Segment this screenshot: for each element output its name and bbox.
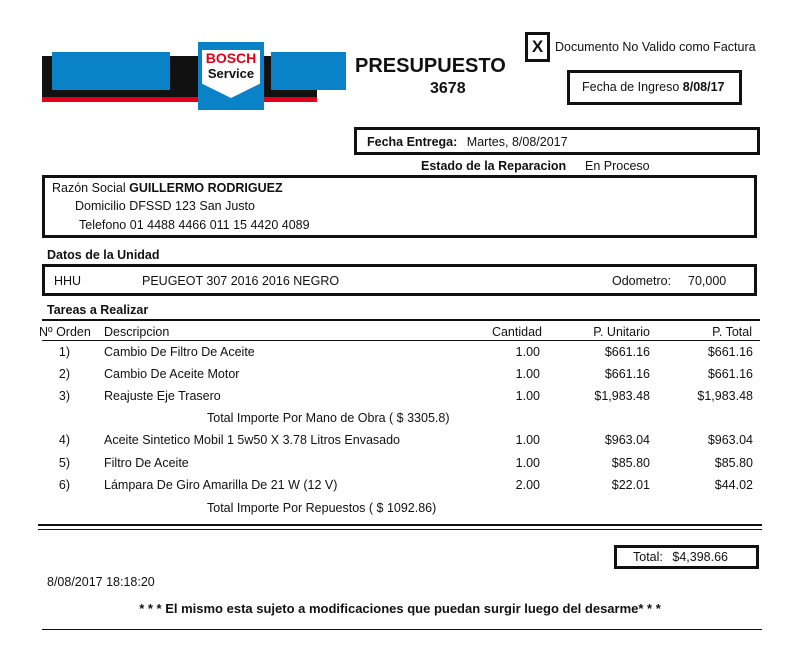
- footer-note: * * * El mismo esta sujeto a modificacio…: [139, 601, 661, 616]
- col-orden: Nº Orden: [39, 325, 91, 339]
- row-total: $85.80: [714, 456, 753, 470]
- col-descripcion: Descripcion: [104, 325, 170, 339]
- col-total: P. Total: [712, 325, 752, 339]
- tareas-title: Tareas a Realizar: [47, 303, 149, 317]
- row-total: $963.04: [707, 433, 753, 447]
- row-descripcion: Aceite Sintetico Mobil 1 5w50 X 3.78 Lit…: [104, 433, 401, 447]
- telefono-label: Telefono: [79, 218, 127, 232]
- disclaimer: Documento No Valido como Factura: [555, 40, 756, 54]
- row-total: $661.16: [707, 345, 753, 359]
- row-descripcion: Cambio De Aceite Motor: [104, 367, 240, 381]
- row-orden: 6): [58, 478, 70, 492]
- unidad-box: [42, 264, 757, 296]
- row-unitario: $963.04: [604, 433, 650, 447]
- row-descripcion: Filtro De Aceite: [104, 456, 189, 470]
- telefono-value: 01 4488 4466 011 15 4420 4089: [129, 218, 310, 232]
- row-unitario: $661.16: [604, 345, 650, 359]
- row-unitario: $22.01: [611, 478, 650, 492]
- row-total: $1,983.48: [697, 389, 753, 403]
- row-unitario: $1,983.48: [594, 389, 650, 403]
- document-number: 3678: [430, 80, 466, 97]
- odometro: 70,000: [688, 274, 727, 288]
- razon-label: Razón Social: [52, 181, 126, 195]
- row-orden: 1): [58, 345, 70, 359]
- row-orden: 3): [58, 389, 70, 403]
- razon-value: GUILLERMO RODRIGUEZ: [129, 181, 283, 195]
- row-total: $44.02: [714, 478, 753, 492]
- row-orden: 2): [58, 367, 70, 381]
- domicilio-value: DFSSD 123 San Justo: [129, 199, 255, 213]
- row-cantidad: 1.00: [515, 389, 540, 403]
- row-unitario: $661.16: [604, 367, 650, 381]
- total-label: Total:: [633, 550, 663, 564]
- col-cantidad: Cantidad: [491, 325, 542, 339]
- footer-datetime: 8/08/2017 18:18:20: [47, 575, 155, 589]
- fecha-ingreso-label: Fecha de Ingreso: [582, 80, 680, 94]
- row-orden: 4): [58, 433, 70, 447]
- estado-value: En Proceso: [585, 159, 650, 173]
- row-cantidad: 1.00: [515, 367, 540, 381]
- row-descripcion: Reajuste Eje Trasero: [104, 389, 221, 403]
- row-descripcion: Cambio De Filtro De Aceite: [104, 345, 255, 359]
- domicilio: Domicilio DFSSD 123 San Justo: [75, 199, 255, 213]
- telefono: Telefono 01 4488 4466 011 15 4420 4089: [79, 218, 310, 232]
- entrega-value: Martes, 8/08/2017: [466, 135, 568, 149]
- row-total: $661.16: [707, 367, 753, 381]
- fecha-ingreso: 8/08/17: [682, 80, 725, 94]
- row-cantidad: 1.00: [515, 456, 540, 470]
- total-box: Total: $4,398.66: [614, 545, 759, 569]
- unidad-title: Datos de la Unidad: [47, 248, 160, 262]
- entrega-box: Fecha Entrega: Martes, 8/08/2017: [354, 127, 760, 155]
- col-unitario: P. Unitario: [593, 325, 650, 339]
- document-title: PRESUPUESTO: [355, 55, 506, 77]
- mark: X: [531, 37, 544, 56]
- estado-label: Estado de la Reparacion: [421, 159, 567, 173]
- fecha-ingreso-box: Fecha de Ingreso 8/08/17: [567, 70, 742, 105]
- patente: HHU: [54, 274, 82, 288]
- subtotal-mano-obra: Total Importe Por Mano de Obra ( $ 3305.…: [207, 411, 450, 425]
- odometro-label: Odometro:: [612, 274, 672, 288]
- row-cantidad: 1.00: [515, 433, 540, 447]
- vehiculo: PEUGEOT 307 2016 2016 NEGRO: [142, 274, 340, 288]
- entrega-label: Fecha Entrega:: [367, 135, 458, 149]
- domicilio-label: Domicilio: [75, 199, 126, 213]
- razon: Razón Social GUILLERMO RODRIGUEZ: [52, 181, 283, 195]
- invalid-mark: X: [525, 32, 550, 62]
- cliente-box: [42, 175, 757, 238]
- row-orden: 5): [58, 456, 70, 470]
- row-descripcion: Lámpara De Giro Amarilla De 21 W (12 V): [104, 478, 338, 492]
- row-cantidad: 2.00: [515, 478, 540, 492]
- total-value: $4,398.66: [672, 550, 728, 564]
- subtotal-repuestos: Total Importe Por Repuestos ( $ 1092.86): [207, 501, 437, 515]
- row-unitario: $85.80: [611, 456, 650, 470]
- row-cantidad: 1.00: [515, 345, 540, 359]
